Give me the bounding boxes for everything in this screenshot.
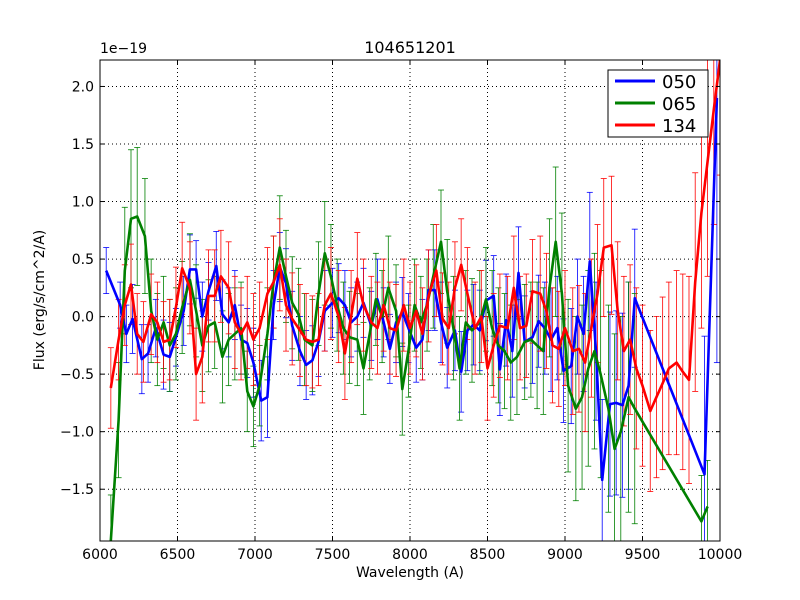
legend: 050 065 134 [607, 69, 709, 138]
y-tick-label: −0.5 [60, 367, 94, 383]
series-line-065 [109, 215, 709, 541]
y-tick-label: −1.5 [60, 482, 94, 498]
legend-label-065: 065 [662, 94, 696, 115]
x-tick-label: 9000 [547, 547, 583, 563]
x-tick-label: 10000 [698, 547, 743, 563]
series-line-050 [104, 97, 719, 482]
series-line-134 [109, 60, 720, 413]
legend-label-134: 134 [662, 116, 696, 137]
x-tick-label: 8000 [392, 547, 428, 563]
x-tick-label: 7000 [237, 547, 273, 563]
x-tick-label: 7500 [315, 547, 351, 563]
x-tick-label: 6000 [82, 547, 118, 563]
legend-label-050: 050 [662, 72, 696, 93]
y-tick-label: 1.5 [72, 137, 94, 153]
y-tick-label: 2.0 [72, 79, 94, 95]
chart-title: 104651201 [364, 38, 456, 57]
x-tick-label: 9500 [625, 547, 661, 563]
ticks: 6000 6500 7000 7500 8000 8500 9000 9500 10000 −1.… [60, 60, 742, 563]
y-tick-label: 0.5 [72, 252, 94, 268]
y-tick-label: 0.0 [72, 310, 94, 326]
series-layer [103, 60, 720, 541]
y-axis-label: Flux (erg/s/cm^2/A) [32, 230, 48, 370]
y-tick-label: −1.0 [60, 425, 94, 441]
y-tick-label: 1.0 [72, 195, 94, 211]
x-axis-label: Wavelength (A) [356, 565, 464, 581]
x-tick-label: 8500 [470, 547, 506, 563]
y-offset-label: 1e−19 [100, 41, 147, 57]
x-tick-label: 6500 [160, 547, 196, 563]
